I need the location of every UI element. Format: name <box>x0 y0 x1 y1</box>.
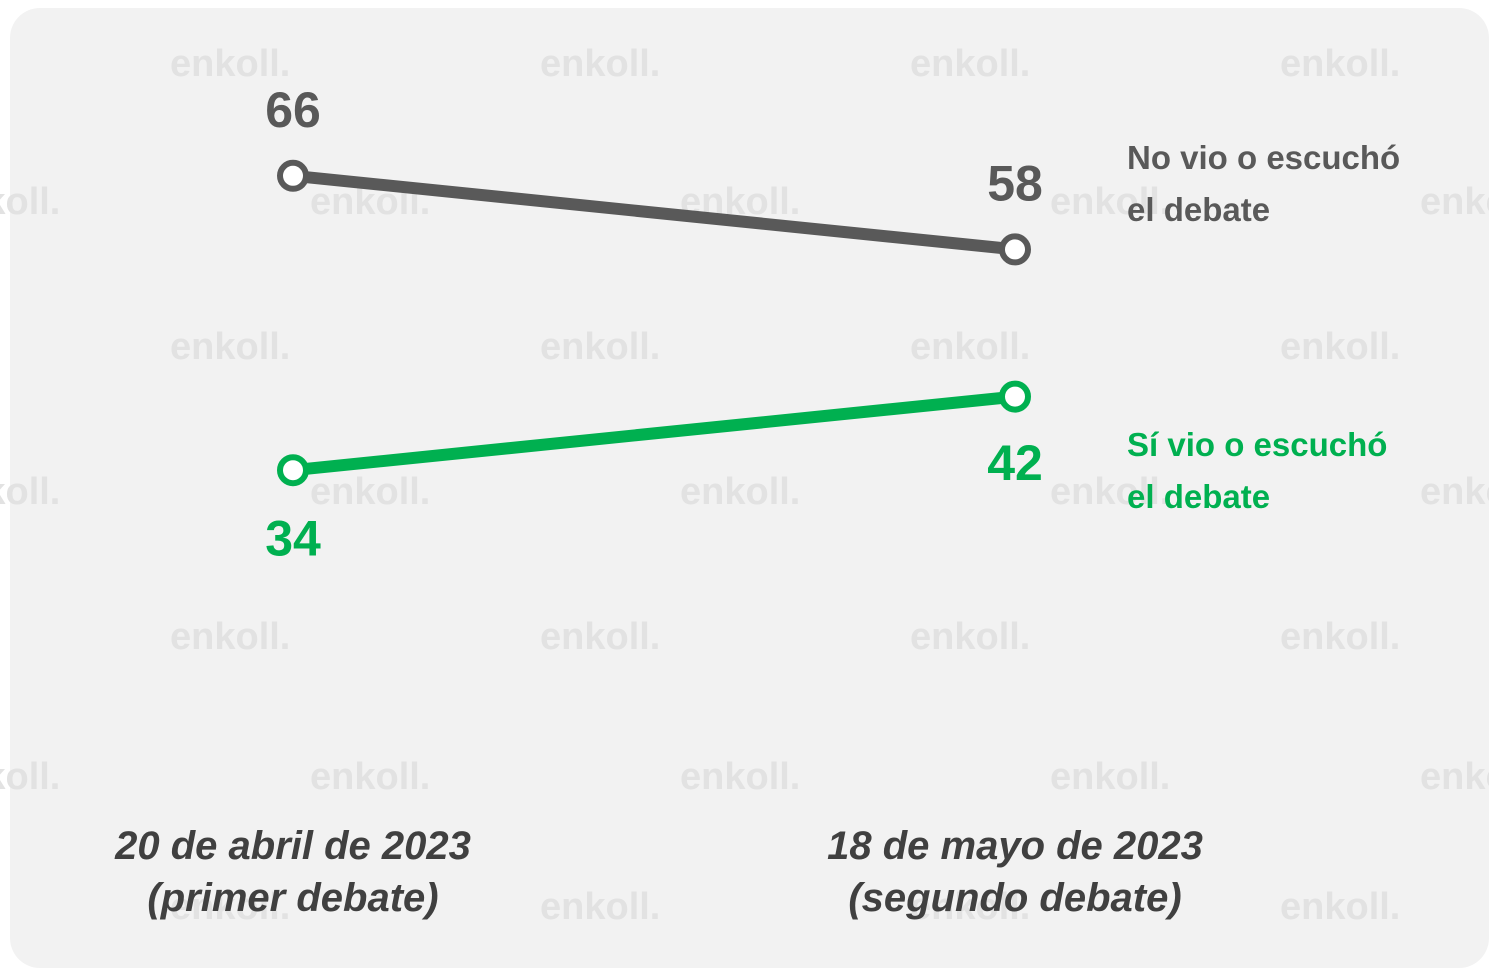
x-tick-label: 18 de mayo de 2023 (segundo debate) <box>827 824 1203 920</box>
watermark: enkoll. <box>680 471 800 513</box>
watermark: enkoll. <box>540 616 660 658</box>
watermark: enkoll. <box>540 326 660 368</box>
watermark: enkoll. <box>310 471 430 513</box>
watermark: enkoll. <box>0 471 60 513</box>
watermark: enkoll. <box>1420 756 1489 798</box>
legend-label: Sí vio o escuchó el debate <box>1127 425 1388 515</box>
background <box>10 8 1489 968</box>
watermark: enkoll. <box>170 886 290 928</box>
watermark: enkoll. <box>1050 181 1170 223</box>
watermark: enkoll. <box>910 326 1030 368</box>
marker <box>999 233 1031 266</box>
watermark: enkoll. <box>170 43 290 85</box>
watermark: enkoll. <box>170 326 290 368</box>
watermark: enkoll. <box>1280 43 1400 85</box>
watermark: enkoll. <box>310 756 430 798</box>
watermark: enkoll. <box>170 616 290 658</box>
watermark: enkoll. <box>1050 471 1170 513</box>
legend-label: No vio o escuchó el debate <box>1127 139 1401 229</box>
watermark: enkoll. <box>1420 471 1489 513</box>
watermark: enkoll. <box>910 616 1030 658</box>
x-tick-label: 20 de abril de 2023 (primer debate) <box>115 824 471 920</box>
watermark: enkoll. <box>1280 616 1400 658</box>
watermark: enkoll. <box>540 886 660 928</box>
line <box>292 169 1016 256</box>
watermark: enkoll. <box>540 43 660 85</box>
marker <box>277 159 309 192</box>
watermark: enkoll. <box>1050 756 1170 798</box>
marker <box>277 454 309 487</box>
watermark: enkoll. <box>910 43 1030 85</box>
line <box>292 390 1016 477</box>
data-label: 42 <box>987 435 1043 491</box>
watermark: enkoll. <box>910 886 1030 928</box>
watermark: enkoll. <box>1280 326 1400 368</box>
watermark: enkoll. <box>0 181 60 223</box>
data-label: 34 <box>265 510 321 566</box>
data-label: 66 <box>265 82 321 138</box>
watermark: enkoll. <box>680 756 800 798</box>
watermark: enkoll. <box>1280 886 1400 928</box>
watermark: enkoll. <box>1420 181 1489 223</box>
marker <box>999 380 1031 413</box>
watermark: enkoll. <box>0 756 60 798</box>
data-label: 58 <box>987 156 1043 212</box>
